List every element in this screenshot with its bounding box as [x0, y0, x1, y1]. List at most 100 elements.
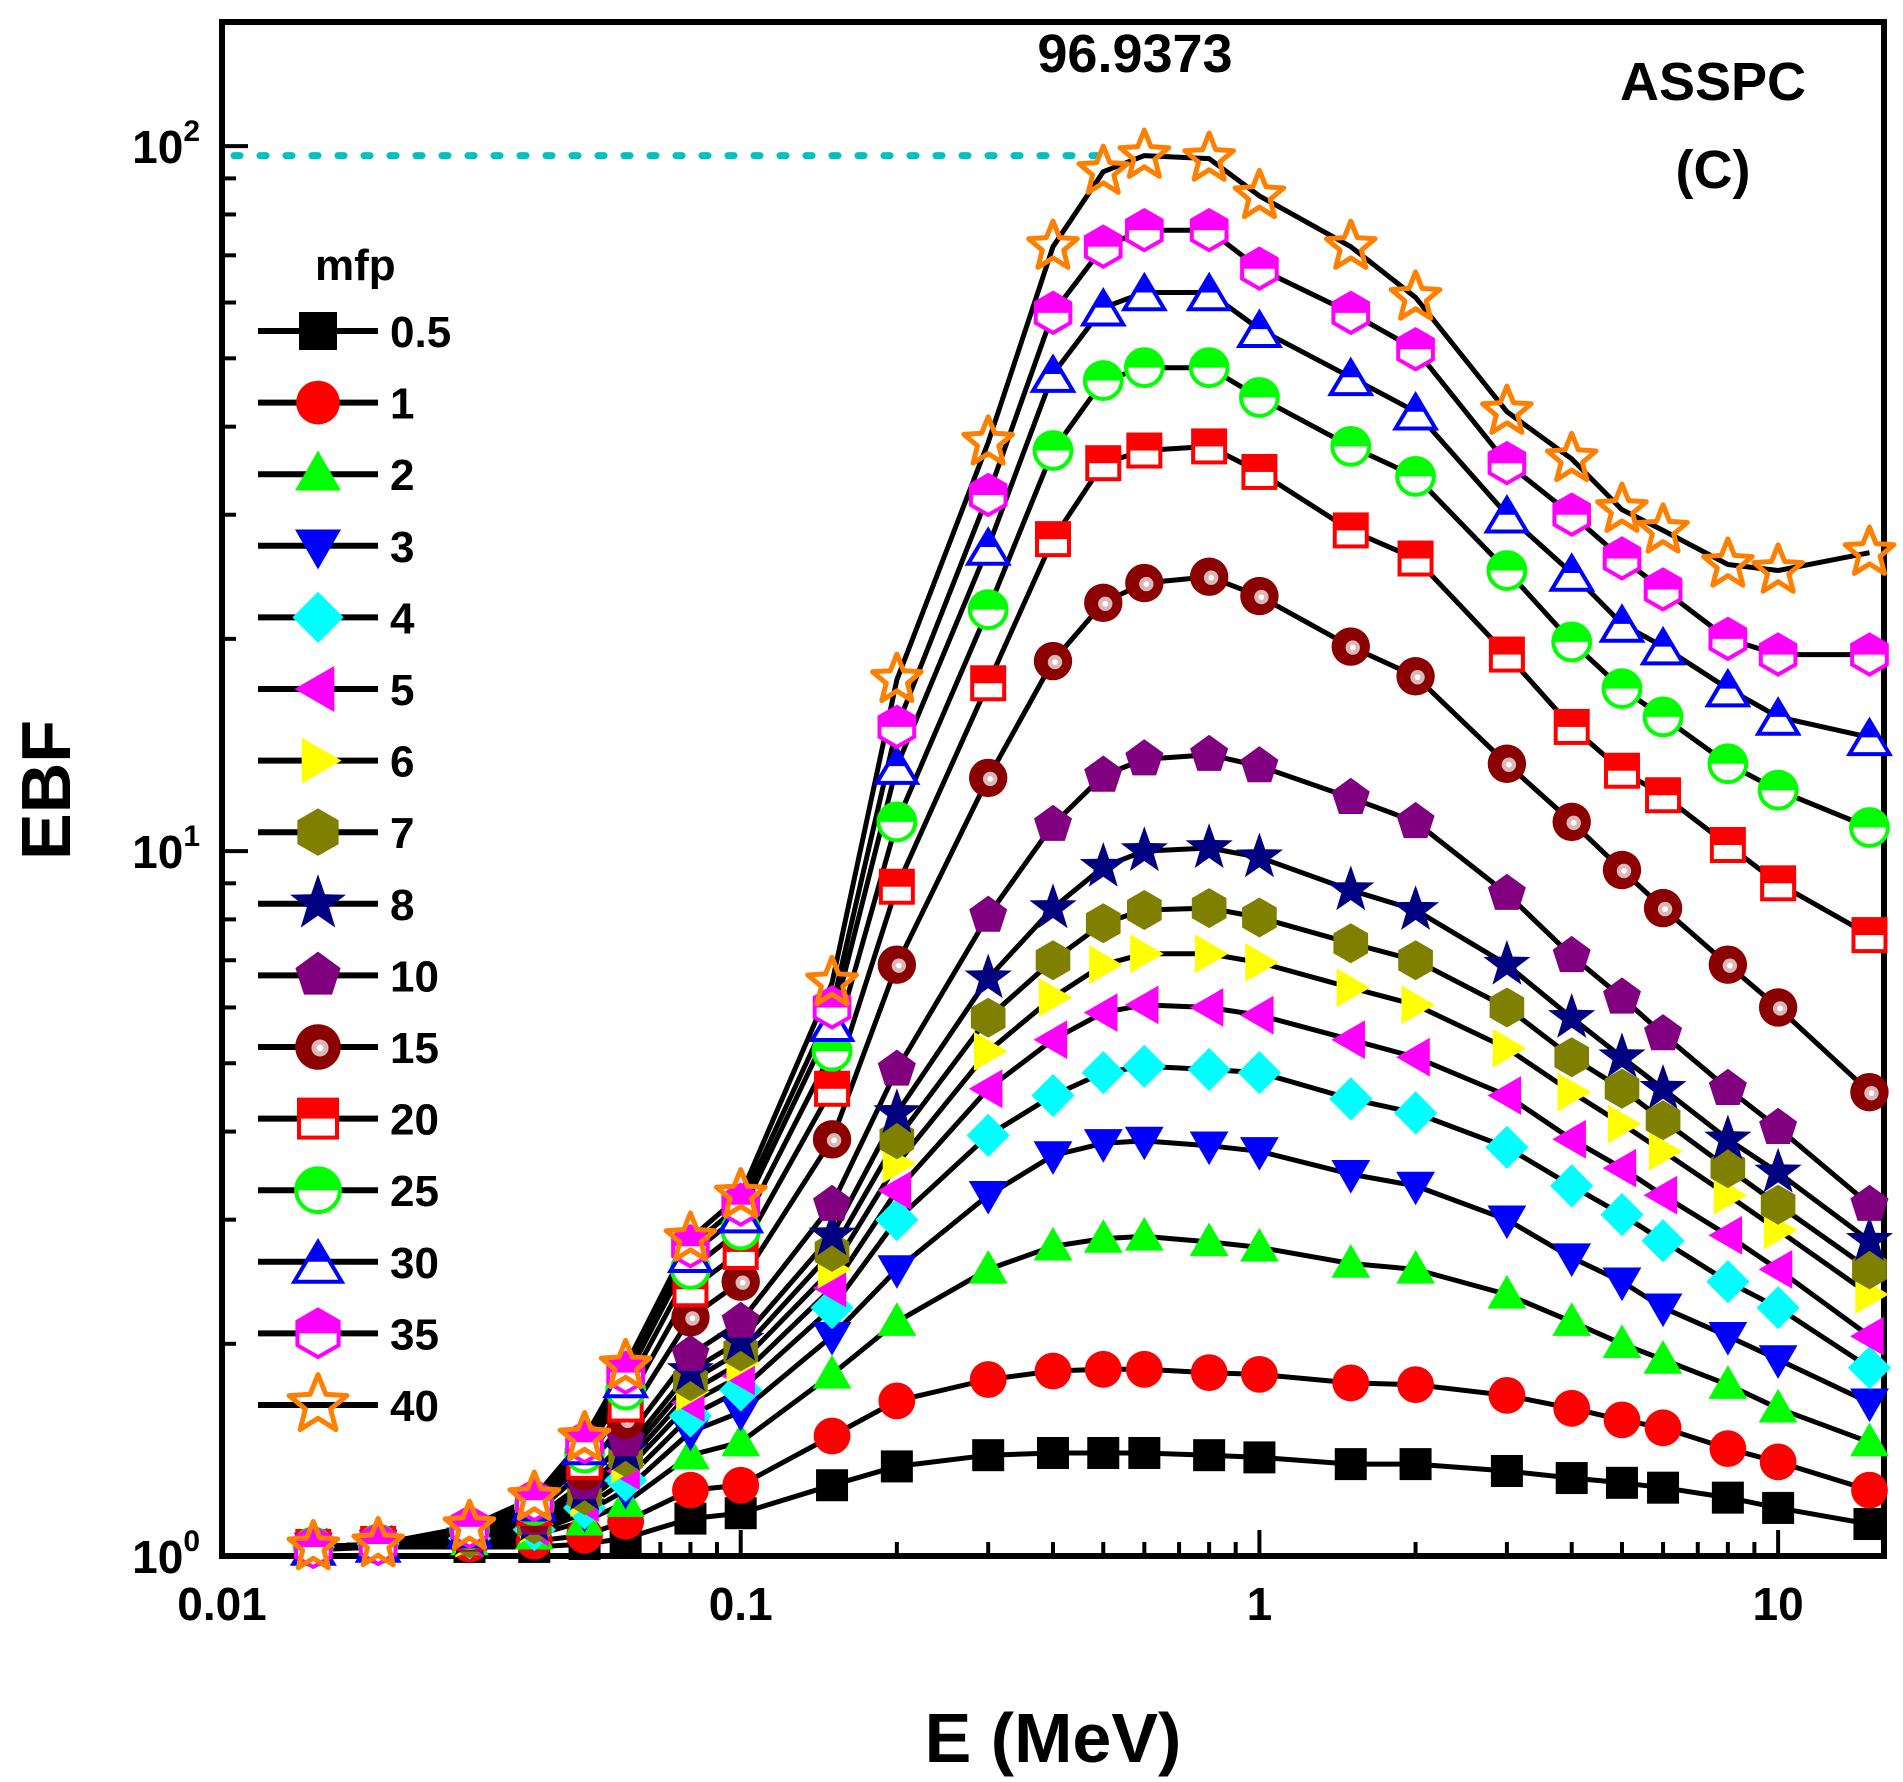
- data-point: [1557, 1072, 1592, 1112]
- data-point: [1035, 940, 1071, 981]
- data-point: [1847, 1346, 1892, 1390]
- data-point: [1643, 1340, 1683, 1374]
- legend-label: 25: [390, 1167, 439, 1216]
- data-point: [1708, 1322, 1748, 1356]
- data-point: [1031, 1073, 1075, 1118]
- series-markers-3: [293, 1126, 1889, 1567]
- data-point: [880, 1450, 913, 1483]
- data-point: [1708, 945, 1748, 984]
- legend-item: 35: [258, 1307, 439, 1360]
- data-point: [970, 997, 1006, 1038]
- data-point: [1388, 269, 1443, 321]
- data-point: [1647, 1471, 1680, 1504]
- data-point: [1845, 1216, 1893, 1261]
- data-point: [1487, 1275, 1527, 1309]
- data-point: [1083, 224, 1123, 270]
- legend-label: 20: [390, 1096, 439, 1145]
- legend-marker: [295, 529, 341, 570]
- data-point: [1033, 641, 1073, 681]
- legend-label: 3: [390, 523, 414, 572]
- data-point: [1190, 734, 1229, 771]
- annotation-asspc: ASSPC: [1620, 52, 1806, 112]
- data-point: [672, 1471, 709, 1509]
- data-point: [1643, 1175, 1678, 1215]
- data-point: [1079, 286, 1127, 327]
- data-point: [1117, 127, 1172, 179]
- data-point: [1130, 934, 1164, 974]
- data-point: [1332, 512, 1369, 549]
- data-point: [1492, 1028, 1527, 1068]
- data-point: [1083, 1129, 1123, 1163]
- data-point: [1605, 1466, 1638, 1499]
- data-point: [813, 1417, 851, 1455]
- data-point: [1333, 923, 1369, 964]
- data-point: [1191, 428, 1228, 465]
- data-point: [1026, 218, 1080, 270]
- data-point: [1190, 1354, 1228, 1392]
- data-point: [876, 801, 918, 843]
- data-point: [1607, 1104, 1642, 1144]
- data-point: [966, 1113, 1010, 1157]
- data-point: [1642, 696, 1684, 738]
- legend-marker: [286, 1372, 350, 1433]
- data-point: [805, 954, 859, 1007]
- data-point: [1235, 832, 1283, 878]
- data-point: [1707, 743, 1749, 785]
- data-point: [1128, 1436, 1161, 1469]
- legend-item: 7: [258, 808, 414, 858]
- data-point: [812, 1322, 852, 1356]
- data-point: [1395, 456, 1436, 497]
- data-point: [1034, 1352, 1072, 1390]
- minor-ticks: [222, 176, 1757, 1556]
- data-point: [1598, 1032, 1646, 1078]
- data-point: [1397, 540, 1434, 577]
- legend-marker: [295, 1307, 341, 1360]
- data-point: [1125, 563, 1164, 603]
- legend-marker: [297, 1097, 339, 1140]
- data-point: [1331, 1244, 1371, 1278]
- data-point: [1038, 978, 1073, 1017]
- data-point: [1485, 1125, 1529, 1169]
- data-point: [1850, 1316, 1884, 1356]
- legend-marker: [292, 591, 344, 643]
- data-point: [598, 1337, 653, 1390]
- data-point: [1327, 356, 1375, 397]
- data-point: [721, 1397, 761, 1432]
- data-point: [1120, 271, 1168, 312]
- data-point: [870, 651, 924, 703]
- data-point: [1241, 1355, 1278, 1393]
- legend-item: 5: [258, 666, 414, 715]
- data-point: [1329, 1077, 1373, 1121]
- data-point: [808, 1210, 856, 1256]
- data-point: [1756, 1286, 1800, 1330]
- data-point: [1762, 1491, 1795, 1524]
- legend-marker: [295, 450, 341, 491]
- x-tick-label: 0.1: [709, 1578, 773, 1630]
- data-point: [1553, 1389, 1591, 1427]
- legend-marker: [297, 808, 339, 856]
- data-point: [1603, 1401, 1641, 1439]
- legend: mfp 0.5 1 2 3 4 5 6 7 8 10 15 20 25 30 35 40: [258, 241, 451, 1433]
- data-point: [351, 1515, 405, 1568]
- data-point: [878, 1382, 916, 1420]
- data-point: [1602, 850, 1642, 890]
- data-point: [1850, 1422, 1889, 1457]
- data-point: [1554, 1037, 1589, 1078]
- legend-marker: [294, 1166, 342, 1215]
- data-point: [1487, 440, 1527, 486]
- data-point: [1758, 1250, 1793, 1289]
- data-point: [1089, 945, 1123, 985]
- legend-marker: [295, 951, 341, 995]
- data-point: [1189, 988, 1224, 1027]
- data-point: [1189, 1222, 1229, 1257]
- data-point: [1120, 826, 1168, 872]
- data-point: [969, 895, 1008, 932]
- data-point: [1553, 708, 1590, 745]
- data-point: [1552, 492, 1591, 538]
- data-point: [1396, 1171, 1435, 1206]
- data-point: [1758, 988, 1798, 1027]
- legend-marker: [301, 737, 342, 784]
- data-point: [967, 589, 1009, 631]
- data-point: [1240, 1137, 1279, 1171]
- data-point: [877, 1049, 916, 1086]
